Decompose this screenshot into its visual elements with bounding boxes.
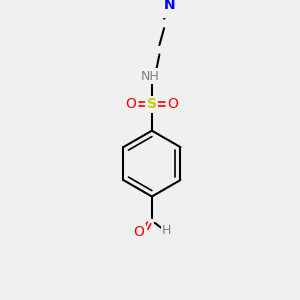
Text: N: N: [164, 0, 176, 12]
Text: O: O: [167, 97, 178, 111]
Text: O: O: [126, 97, 136, 111]
Text: O: O: [133, 225, 144, 239]
Text: NH: NH: [141, 70, 159, 83]
Text: S: S: [147, 97, 157, 111]
Text: H: H: [162, 224, 172, 237]
